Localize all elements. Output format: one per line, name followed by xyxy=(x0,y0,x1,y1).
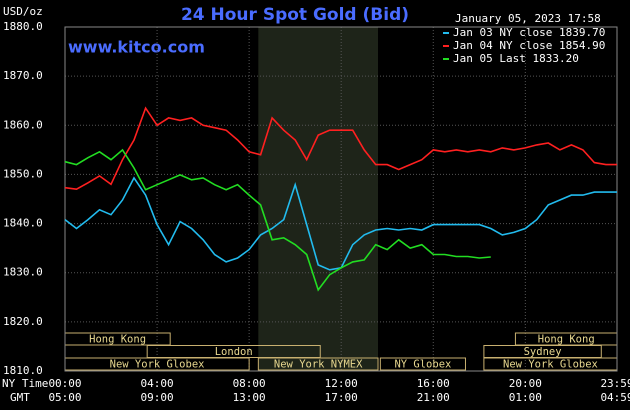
x-tick-label: 23:59 xyxy=(600,377,630,390)
series-line xyxy=(64,106,617,191)
session-label: London xyxy=(215,346,253,358)
x-tick-label: 12:00 xyxy=(325,377,358,390)
x-tick-label: 08:00 xyxy=(233,377,266,390)
session-label: Hong Kong xyxy=(89,334,146,346)
session-box xyxy=(257,357,379,371)
x-tick-label: 04:00 xyxy=(141,377,174,390)
y-tick-label: 1840.0 xyxy=(3,217,43,230)
y-tick-label: 1830.0 xyxy=(3,266,43,279)
unit-label: USD/oz xyxy=(3,5,43,18)
y-tick-label: 1810.0 xyxy=(3,364,43,377)
x-tick-label: 20:00 xyxy=(509,377,542,390)
x-tick-label-gmt: 01:00 xyxy=(509,391,542,404)
plot-frame xyxy=(64,26,618,372)
y-tick-label: 1880.0 xyxy=(3,20,43,33)
shaded-session xyxy=(258,27,379,371)
series-line xyxy=(64,148,491,292)
session-box xyxy=(379,357,466,371)
y-tick-label: 1850.0 xyxy=(3,167,43,180)
ny-time-label: NY Time xyxy=(2,377,48,390)
x-tick-label-gmt: 17:00 xyxy=(325,391,358,404)
x-tick-label: 16:00 xyxy=(417,377,450,390)
x-tick-label-gmt: 09:00 xyxy=(141,391,174,404)
x-tick-label-gmt: 04:59 xyxy=(600,391,630,404)
legend-label: Jan 05 Last 1833.20 xyxy=(453,52,579,65)
session-label: NY Globex xyxy=(394,359,451,371)
y-tick-label: 1860.0 xyxy=(3,118,43,131)
legend-label: Jan 04 NY close 1854.90 xyxy=(453,39,605,52)
chart-title: 24 Hour Spot Gold (Bid) xyxy=(181,5,409,25)
x-tick-label: 00:00 xyxy=(48,377,81,390)
website: www.kitco.com xyxy=(68,38,205,57)
x-tick-label-gmt: 21:00 xyxy=(417,391,450,404)
session-label: Hong Kong xyxy=(538,334,595,346)
x-tick-label-gmt: 05:00 xyxy=(48,391,81,404)
session-label: Sydney xyxy=(524,346,562,358)
session-label: New York Globex xyxy=(503,359,598,371)
x-tick-label-gmt: 13:00 xyxy=(233,391,266,404)
y-tick-label: 1820.0 xyxy=(3,315,43,328)
gmt-label: GMT xyxy=(10,391,30,404)
legend-label: Jan 03 NY close 1839.70 xyxy=(453,26,605,39)
session-label: New York Globex xyxy=(110,359,205,371)
session-label: New York NYMEX xyxy=(274,359,363,371)
y-tick-label: 1870.0 xyxy=(3,69,43,82)
timestamp: January 05, 2023 17:58 xyxy=(455,12,601,25)
